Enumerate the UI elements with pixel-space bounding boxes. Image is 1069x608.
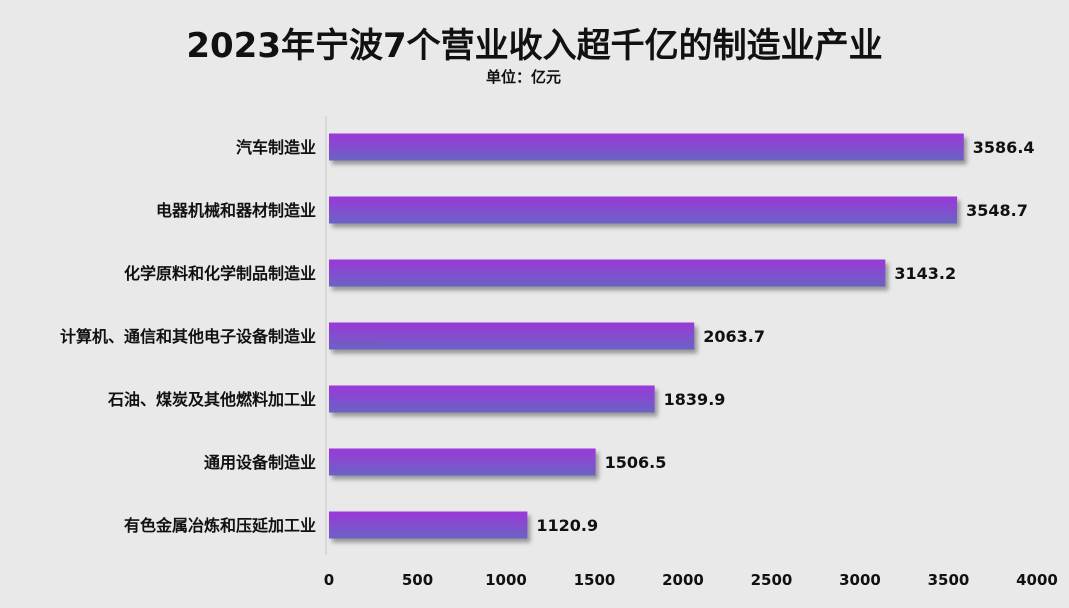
data-label: 3143.2 [894,264,956,283]
chart-subtitle: 单位：亿元 [486,68,562,86]
x-tick-label: 1500 [574,571,616,589]
data-label: 2063.7 [703,327,765,346]
bar [329,259,886,287]
data-label: 1506.5 [605,453,667,472]
category-label: 有色金属冶炼和压延加工业 [124,516,316,535]
x-tick-label: 500 [402,571,433,589]
bar [329,196,958,224]
x-tick-label: 2000 [662,571,704,589]
x-tick-label: 4000 [1016,571,1058,589]
x-tick-label: 3500 [928,571,970,589]
bar [329,133,964,161]
category-label: 计算机、通信和其他电子设备制造业 [60,327,316,346]
bar [329,385,655,413]
data-label: 3548.7 [966,201,1028,220]
category-label: 石油、煤炭及其他燃料加工业 [107,390,316,409]
x-tick-label: 3000 [839,571,881,589]
x-tick-label: 0 [324,571,334,589]
bar [329,322,695,350]
x-tick-label: 1000 [485,571,527,589]
data-label: 1839.9 [664,390,726,409]
category-label: 电器机械和器材制造业 [156,201,316,220]
category-label: 汽车制造业 [236,138,316,157]
chart-title: 2023年宁波7个营业收入超千亿的制造业产业 [186,26,883,66]
category-label: 化学原料和化学制品制造业 [124,264,316,283]
x-tick-label: 2500 [751,571,793,589]
bar [329,511,528,539]
data-label: 3586.4 [973,138,1035,157]
bar [329,448,596,476]
category-label: 通用设备制造业 [204,453,316,472]
data-label: 1120.9 [536,516,598,535]
